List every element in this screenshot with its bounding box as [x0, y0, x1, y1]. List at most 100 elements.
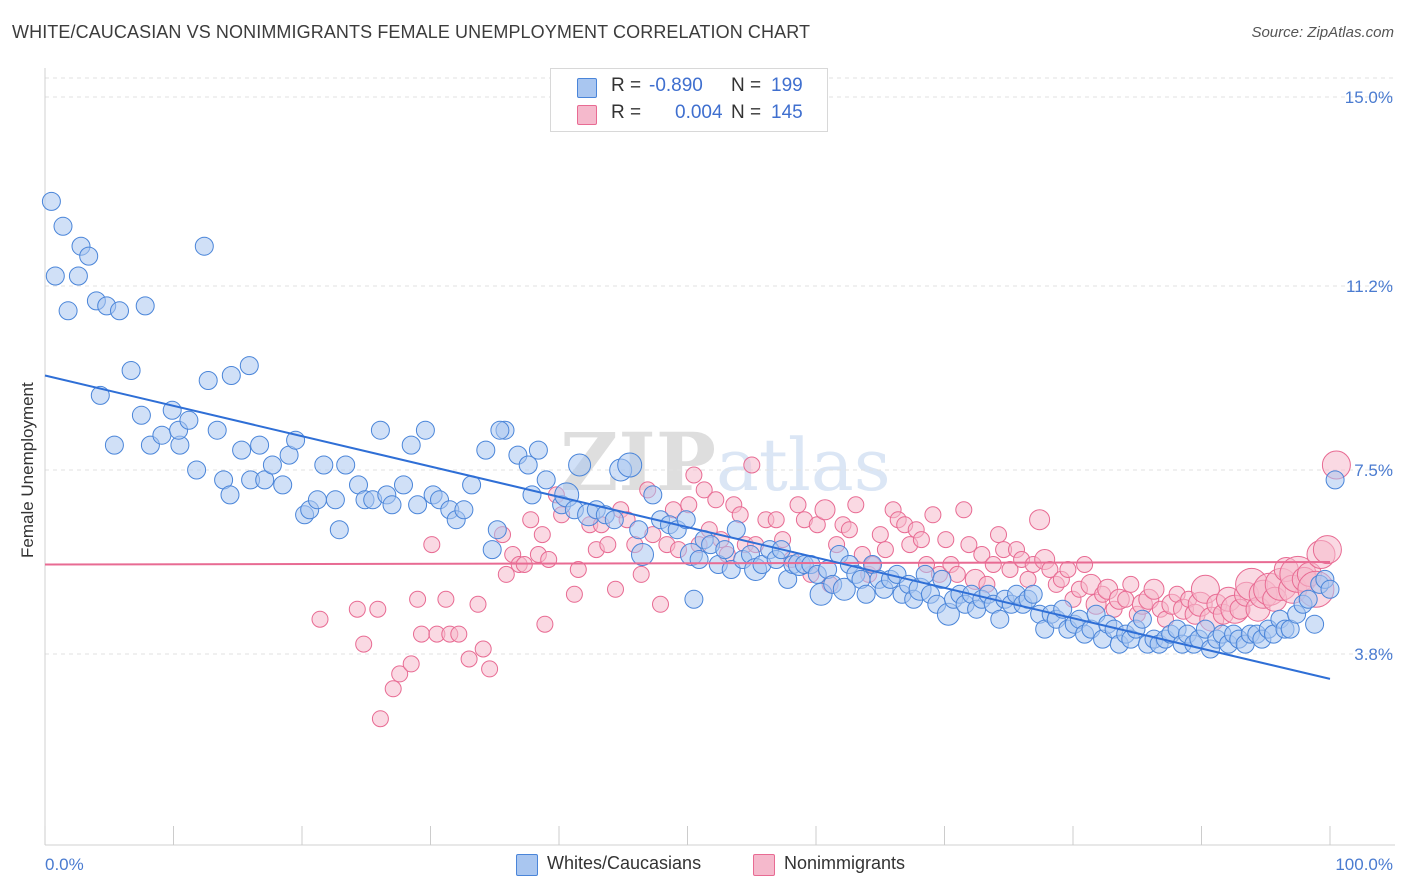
- legend-label: Nonimmigrants: [784, 853, 906, 873]
- data-point: [408, 495, 428, 515]
- y-tick-label: 3.8%: [1354, 645, 1393, 664]
- data-point: [1325, 470, 1345, 490]
- data-point: [689, 550, 709, 569]
- data-point: [565, 585, 583, 603]
- data-point: [1029, 509, 1051, 531]
- chart-title: WHITE/CAUCASIAN VS NONIMMIGRANTS FEMALE …: [12, 22, 811, 42]
- data-point: [533, 526, 551, 544]
- data-point: [490, 420, 510, 440]
- data-point: [924, 506, 942, 524]
- data-point: [273, 475, 293, 495]
- data-point: [232, 440, 252, 460]
- data-point: [187, 460, 207, 480]
- data-point: [948, 565, 966, 583]
- data-point: [371, 710, 389, 728]
- n-label: N =: [731, 102, 762, 123]
- data-point: [960, 536, 978, 554]
- source-credit: Source: ZipAtlas.com: [1251, 24, 1394, 41]
- data-point: [474, 640, 492, 658]
- data-point: [481, 660, 499, 678]
- data-point: [314, 455, 334, 475]
- data-point: [632, 565, 650, 583]
- data-point: [423, 536, 441, 554]
- data-point: [53, 216, 73, 236]
- data-point: [1298, 589, 1318, 609]
- data-point: [984, 556, 1002, 573]
- data-point: [79, 246, 99, 266]
- data-point: [1023, 584, 1043, 604]
- data-point: [90, 385, 110, 405]
- y-axis-label: Female Unemployment: [18, 382, 37, 558]
- data-point: [394, 475, 413, 495]
- data-point: [955, 501, 973, 519]
- data-point: [487, 520, 507, 540]
- data-point: [1305, 614, 1325, 634]
- watermark-atlas: atlas: [716, 423, 891, 507]
- data-point: [401, 435, 421, 455]
- trend-line-nonimmigrants: [44, 560, 1331, 566]
- data-point: [715, 540, 735, 560]
- data-point: [518, 455, 538, 475]
- whites-points: [41, 191, 1345, 659]
- data-point: [1059, 561, 1077, 578]
- x-tick-label: 100.0%: [1335, 855, 1393, 874]
- n-value: 199: [771, 75, 803, 96]
- data-point: [912, 531, 930, 549]
- legend-swatch-pink: [577, 105, 597, 125]
- data-point: [45, 266, 65, 286]
- data-point: [599, 536, 617, 554]
- data-point: [680, 496, 698, 514]
- data-point: [1132, 609, 1152, 629]
- data-point: [482, 540, 502, 560]
- data-point: [250, 435, 270, 455]
- data-point: [1312, 535, 1342, 565]
- data-point: [604, 510, 624, 530]
- data-point: [937, 531, 955, 549]
- r-value: -0.890: [649, 75, 703, 96]
- data-point: [990, 609, 1010, 629]
- data-point: [220, 485, 240, 505]
- data-point: [607, 580, 624, 598]
- data-point: [536, 615, 554, 633]
- data-point: [415, 420, 435, 440]
- trend-lines: [44, 374, 1331, 680]
- data-point: [990, 526, 1007, 544]
- data-point: [476, 440, 496, 460]
- data-point: [454, 500, 474, 520]
- r-label: R =: [611, 75, 642, 96]
- data-point: [876, 541, 894, 559]
- n-value: 145: [771, 102, 803, 123]
- y-tick-label: 7.5%: [1354, 461, 1393, 480]
- data-point: [814, 499, 836, 521]
- data-point: [1320, 579, 1340, 599]
- data-point: [631, 543, 654, 566]
- data-point: [568, 453, 592, 477]
- data-point: [847, 496, 865, 514]
- data-point: [384, 680, 402, 698]
- data-point: [1122, 575, 1140, 593]
- legend-swatch-pink: [753, 854, 775, 876]
- data-point: [726, 520, 746, 540]
- data-point: [207, 420, 227, 440]
- data-point: [104, 435, 124, 455]
- legend-label: Whites/Caucasians: [547, 853, 702, 873]
- data-point: [348, 600, 366, 618]
- trend-line-whites: [44, 374, 1331, 680]
- data-point: [1117, 590, 1135, 608]
- y-tick-label: 15.0%: [1345, 88, 1393, 107]
- data-point: [856, 584, 876, 604]
- data-point: [915, 564, 935, 584]
- correlation-legend: R = -0.890 N = 199 R = 0.004 N = 145: [550, 68, 828, 132]
- legend-swatch-blue: [516, 854, 538, 876]
- data-point: [497, 565, 515, 583]
- data-point: [325, 490, 345, 510]
- data-point: [1041, 561, 1059, 578]
- data-point: [336, 455, 356, 475]
- tick-labels: 3.8% 7.5% 11.2% 15.0% 0.0% 100.0%: [45, 88, 1393, 874]
- data-point: [743, 456, 761, 474]
- data-point: [460, 650, 478, 668]
- data-point: [617, 452, 643, 478]
- x-tick-label: 0.0%: [45, 855, 84, 874]
- data-point: [789, 496, 807, 514]
- data-point: [152, 425, 172, 445]
